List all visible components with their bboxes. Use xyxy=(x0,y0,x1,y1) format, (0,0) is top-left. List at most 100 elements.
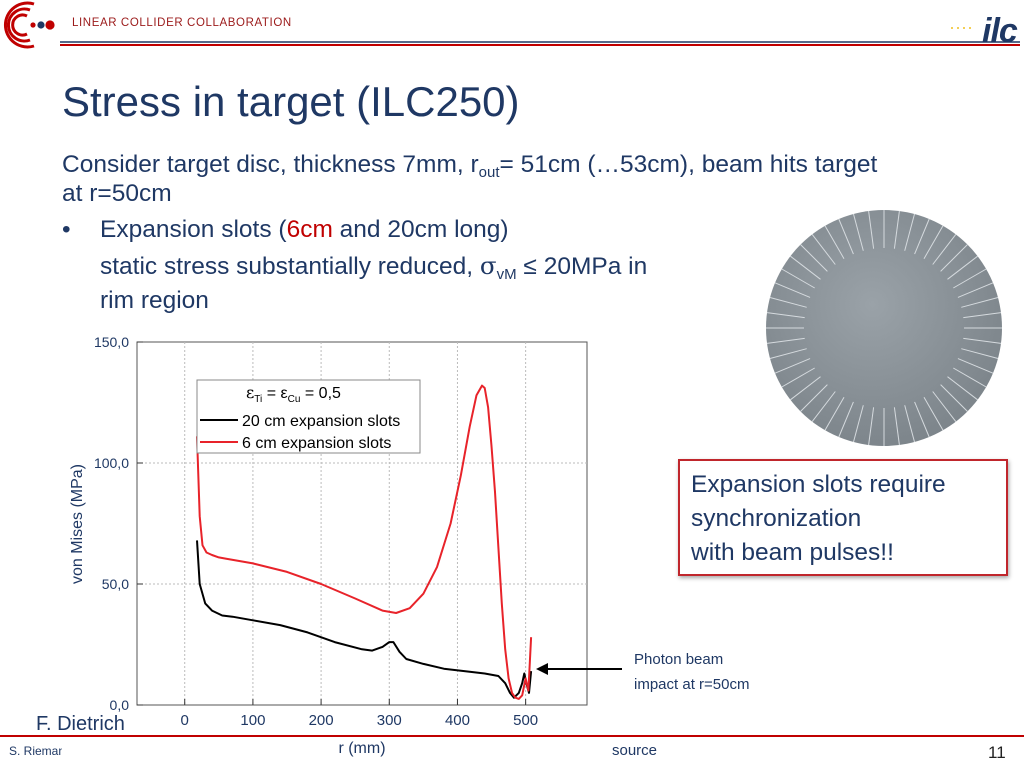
chart-legend: εTi = εCu = 0,5 20 cm expansion slots 6 … xyxy=(196,379,421,454)
disc-slot xyxy=(893,407,900,446)
disc-slot xyxy=(824,397,845,431)
disc-slot xyxy=(781,268,815,289)
disc-slot xyxy=(923,225,944,259)
disc-slot xyxy=(953,367,987,388)
stress-chart: 0 100 200 300 400 500 0,0 50,0 100,0 150,0 εTi = … xyxy=(69,334,588,757)
callout-box: Expansion slots require synchronization … xyxy=(678,459,1008,576)
disc-slot xyxy=(800,244,828,272)
callout-line-1: Expansion slots require xyxy=(691,471,946,498)
lcc-logo xyxy=(3,1,55,49)
disc-slot xyxy=(923,397,944,431)
disc-slot xyxy=(961,348,999,359)
sigma-symbol: σ xyxy=(479,251,497,280)
disc-slot xyxy=(961,297,999,308)
y-tick-label: 150,0 xyxy=(94,334,129,350)
sigma-subscript: vM xyxy=(496,266,517,283)
disc-slot xyxy=(963,337,1002,344)
x-tick-label: 300 xyxy=(377,712,402,729)
callout-line-3: with beam pulses!! xyxy=(691,539,894,566)
x-tick-label: 400 xyxy=(445,712,470,729)
disc-slot xyxy=(963,312,1002,319)
x-tick-label: 200 xyxy=(309,712,334,729)
disc-slot xyxy=(838,401,854,438)
disc-slot xyxy=(853,213,864,251)
disc-slot xyxy=(838,218,854,255)
footer-rule xyxy=(0,735,1024,737)
disc-slot xyxy=(790,255,821,280)
disc-slot xyxy=(957,282,994,298)
legend-label-20cm: 20 cm expansion slots xyxy=(242,413,400,430)
disc-slot xyxy=(774,358,811,374)
disc-slot xyxy=(914,218,930,255)
legend-title: εTi = εCu = 0,5 xyxy=(246,383,341,405)
x-tick-label: 500 xyxy=(513,712,538,729)
disc-slot xyxy=(781,367,815,388)
footer-name: S. Riemann xyxy=(9,744,62,758)
intro-text-b: = 51cm (…53cm), beam hits target xyxy=(499,151,878,178)
bullet-text-a: Expansion slots ( xyxy=(100,216,287,243)
legend-label-6cm: 6 cm expansion slots xyxy=(242,435,391,452)
disc-slot xyxy=(893,210,900,249)
impact-arrow xyxy=(536,663,622,675)
x-tick-label: 100 xyxy=(240,712,265,729)
disc-slot xyxy=(853,405,864,443)
org-name: LINEAR COLLIDER COLLABORATION xyxy=(72,17,292,29)
bullet-line2-text-b: ≤ 20MPa in xyxy=(516,253,648,280)
bullet-line-2: static stress substantially reduced, σvM… xyxy=(100,251,648,283)
footer-source-link[interactable]: source xyxy=(612,742,658,759)
ilc-logo-text: ilc xyxy=(982,12,1018,50)
disc-slot xyxy=(811,391,836,422)
disc-slot xyxy=(811,234,836,265)
bullet-text-b: and 20cm long) xyxy=(332,216,509,243)
legend-box xyxy=(196,379,421,454)
disc-slot xyxy=(800,384,828,412)
page-number: 11 xyxy=(988,743,1006,762)
y-tick-label: 50,0 xyxy=(102,576,129,592)
target-disc xyxy=(766,210,1002,446)
plot-series xyxy=(196,384,533,700)
y-axis-label: von Mises (MPa) xyxy=(69,464,86,584)
intro-line-1: Consider target disc, thickness 7mm, rou… xyxy=(62,151,878,181)
disc-slot xyxy=(947,376,978,401)
intro-text-a: Consider target disc, thickness 7mm, r xyxy=(62,151,479,178)
disc-slot xyxy=(947,255,978,280)
bullet-line2-text-a: static stress substantially reduced, xyxy=(100,253,480,280)
bullet-line-3: rim region xyxy=(100,287,209,314)
disc-slot xyxy=(868,210,875,249)
header-rule xyxy=(60,41,1020,46)
disc-slot xyxy=(766,312,805,319)
disc-slot xyxy=(940,384,968,412)
author-name: F. Dietrich xyxy=(36,713,125,735)
y-tick-label: 0,0 xyxy=(110,697,130,713)
bullet-line-1: Expansion slots (6cm and 20cm long) xyxy=(100,216,509,243)
disc-slot xyxy=(932,391,957,422)
disc-slot xyxy=(957,358,994,374)
disc-slot xyxy=(953,268,987,289)
disc-slot xyxy=(769,348,807,359)
callout-line-2: synchronization xyxy=(691,505,862,532)
series-line-1 xyxy=(196,384,533,700)
disc-slot xyxy=(769,297,807,308)
disc-slot xyxy=(914,401,930,438)
bullet-marker: • xyxy=(62,216,71,243)
plot-ticks: 0 100 200 300 400 500 0,0 50,0 100,0 150,0 xyxy=(94,334,538,729)
y-tick-label: 100,0 xyxy=(94,455,129,471)
disc-slot xyxy=(824,225,845,259)
disc-slot xyxy=(940,244,968,272)
disc-slot xyxy=(766,337,805,344)
intro-line-2: at r=50cm xyxy=(62,180,172,207)
ilc-logo: ilc xyxy=(951,12,1019,50)
disc-slot xyxy=(932,234,957,265)
disc-slot xyxy=(790,376,821,401)
x-axis-label: r (mm) xyxy=(338,740,385,757)
disc-slot xyxy=(904,405,915,443)
intro-subscript: out xyxy=(478,164,500,181)
bullet-highlight: 6cm xyxy=(286,216,333,243)
page-title: Stress in target (ILC250) xyxy=(62,78,520,125)
arrow-head xyxy=(536,663,548,675)
x-tick-label: 0 xyxy=(181,712,189,729)
disc-slot xyxy=(868,407,875,446)
annotation-line-1: Photon beam xyxy=(634,651,724,668)
disc-slot xyxy=(904,213,915,251)
expansion-slots xyxy=(766,210,1002,446)
